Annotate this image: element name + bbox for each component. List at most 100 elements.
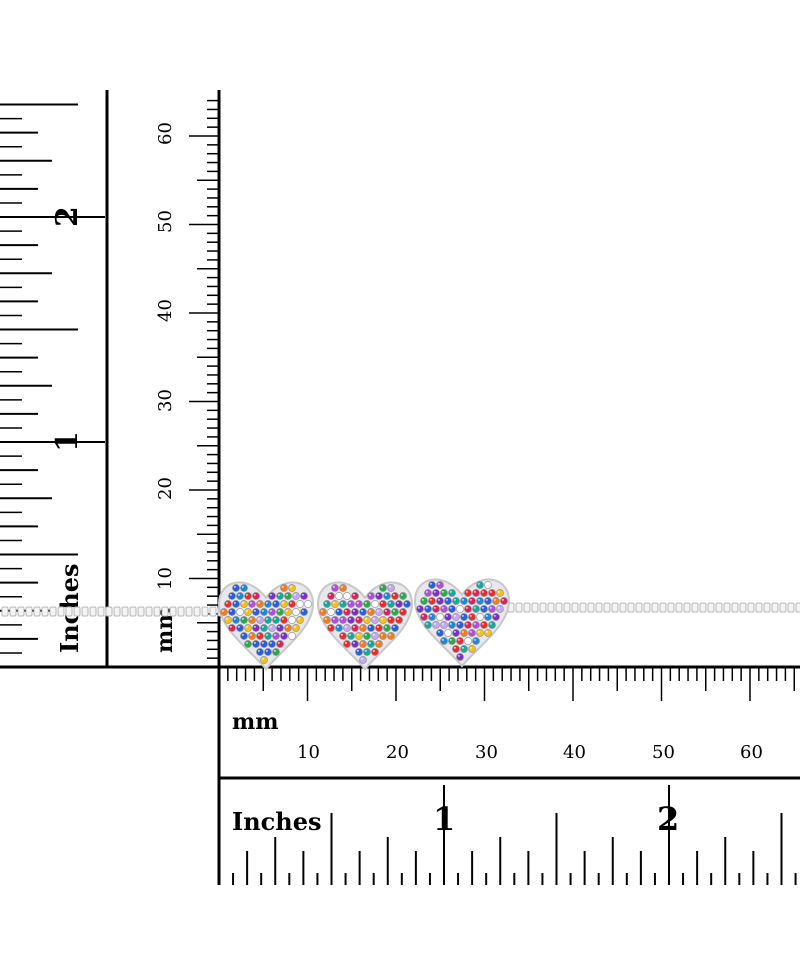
- gem-stone: [347, 632, 355, 640]
- chain-link: [41, 606, 49, 617]
- horizontal-mm-label-60: 60: [740, 742, 763, 763]
- gem-stone: [276, 624, 284, 632]
- gem-stone: [403, 600, 411, 608]
- gem-stone: [248, 616, 256, 624]
- gem-stone: [492, 613, 500, 621]
- gem-stone: [452, 629, 460, 637]
- gem-highlight: [352, 609, 355, 612]
- gem-highlight: [289, 617, 292, 620]
- gem-stone: [428, 613, 436, 621]
- chain-link: [667, 602, 675, 613]
- gem-highlight: [253, 625, 256, 628]
- gem-stone: [488, 621, 496, 629]
- gem-highlight: [269, 609, 272, 612]
- gem-stone: [355, 600, 363, 608]
- chain-link: [627, 602, 635, 613]
- gem-stone: [339, 584, 347, 592]
- gem-highlight: [237, 593, 240, 596]
- gem-highlight: [293, 609, 296, 612]
- gem-stone: [300, 592, 308, 600]
- gem-stone: [323, 600, 331, 608]
- gem-highlight: [493, 598, 496, 601]
- gem-stone: [268, 640, 276, 648]
- gem-highlight: [473, 590, 476, 593]
- gem-stone: [379, 632, 387, 640]
- gem-stone: [232, 616, 240, 624]
- vertical-mm-label-10: 10: [155, 567, 176, 590]
- gem-highlight: [340, 617, 343, 620]
- vertical-mm-label-30: 30: [155, 389, 176, 412]
- gem-highlight: [253, 609, 256, 612]
- chain-link: [161, 606, 169, 617]
- chain-link: [611, 602, 619, 613]
- gem-stone: [363, 648, 371, 656]
- gem-stone: [228, 608, 236, 616]
- gem-stone: [452, 613, 460, 621]
- gem-stone: [244, 592, 252, 600]
- gem-stone: [444, 613, 452, 621]
- chain-link: [731, 602, 739, 613]
- gem-highlight: [364, 633, 367, 636]
- gem-highlight: [376, 641, 379, 644]
- chain-link: [555, 602, 563, 613]
- gem-stone: [456, 653, 464, 661]
- gem-highlight: [221, 609, 224, 612]
- chain-link: [97, 606, 105, 617]
- gem-highlight: [237, 609, 240, 612]
- gem-stone: [220, 608, 228, 616]
- chain-link: [145, 606, 153, 617]
- gem-highlight: [324, 601, 327, 604]
- gem-highlight: [281, 585, 284, 588]
- gem-stone: [268, 608, 276, 616]
- gem-highlight: [352, 625, 355, 628]
- gem-highlight: [477, 630, 480, 633]
- chain-link: [153, 606, 161, 617]
- gem-stone: [387, 600, 395, 608]
- gem-highlight: [241, 617, 244, 620]
- gem-highlight: [481, 622, 484, 625]
- gem-highlight: [449, 622, 452, 625]
- chain-link: [763, 602, 771, 613]
- gem-highlight: [368, 593, 371, 596]
- gem-stone: [371, 600, 379, 608]
- bracelet: [1, 578, 800, 671]
- gem-highlight: [433, 590, 436, 593]
- gem-stone: [420, 597, 428, 605]
- gem-stone: [244, 608, 252, 616]
- gem-stone: [363, 600, 371, 608]
- gem-highlight: [372, 633, 375, 636]
- gem-highlight: [245, 625, 248, 628]
- gem-highlight: [253, 593, 256, 596]
- gem-stone: [367, 608, 375, 616]
- gem-stone: [256, 632, 264, 640]
- chain-link: [25, 606, 33, 617]
- gem-highlight: [489, 606, 492, 609]
- gem-highlight: [465, 622, 468, 625]
- gem-highlight: [380, 617, 383, 620]
- gem-stone: [343, 640, 351, 648]
- gem-highlight: [388, 585, 391, 588]
- chain-link: [129, 606, 137, 617]
- gem-stone: [476, 581, 484, 589]
- gem-highlight: [473, 638, 476, 641]
- gem-highlight: [461, 598, 464, 601]
- gem-highlight: [348, 633, 351, 636]
- chain-link: [779, 602, 787, 613]
- gem-highlight: [261, 641, 264, 644]
- gem-highlight: [477, 614, 480, 617]
- gem-stone: [468, 645, 476, 653]
- chain-link: [523, 602, 531, 613]
- gem-stone: [375, 592, 383, 600]
- gem-stone: [339, 616, 347, 624]
- gem-highlight: [305, 601, 308, 604]
- gem-stone: [395, 616, 403, 624]
- chain-link: [73, 606, 81, 617]
- gem-stone: [335, 624, 343, 632]
- gem-highlight: [481, 590, 484, 593]
- gem-highlight: [372, 649, 375, 652]
- chain-link: [619, 602, 627, 613]
- gem-highlight: [229, 609, 232, 612]
- gem-stone: [327, 624, 335, 632]
- gem-highlight: [340, 601, 343, 604]
- gem-highlight: [441, 638, 444, 641]
